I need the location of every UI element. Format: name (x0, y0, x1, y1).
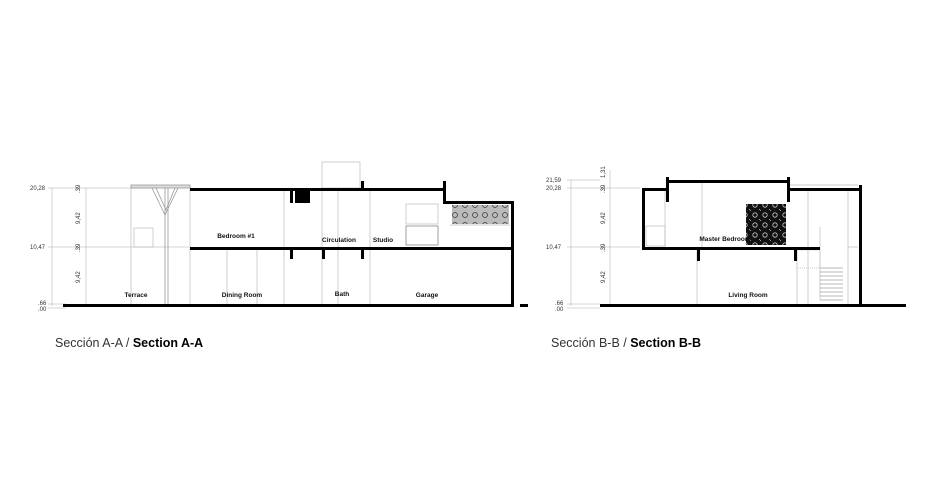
stairs (820, 267, 843, 301)
room-label: Circulation (322, 237, 356, 244)
level-label: .00 (555, 307, 564, 313)
level-label: .66 (38, 301, 47, 307)
room-label: Dining Room (222, 292, 263, 299)
height-label: 9,42 (76, 271, 82, 283)
level-label: 10,47 (546, 245, 562, 251)
pergola (130, 184, 191, 305)
level-label: .66 (555, 301, 564, 307)
height-label: 9,42 (76, 212, 82, 224)
height-label: 9,42 (601, 212, 607, 224)
room-label: Studio (373, 237, 393, 244)
section-b-dimensions (567, 170, 640, 309)
room-label: Terrace (124, 292, 147, 299)
lattice-screen (746, 204, 786, 245)
lattice-screen (452, 205, 509, 224)
caption-spanish: Sección B-B / (551, 336, 631, 350)
section-a-dimensions (48, 187, 190, 309)
room-label: Bedroom #1 (217, 233, 255, 240)
height-label: .39 (76, 243, 82, 252)
section-a: 20,28 10,47 .66 .00 .39 9,42 .39 9,42 (30, 161, 514, 313)
height-label: .39 (601, 243, 607, 252)
section-b: 21,59 20,28 10,47 .66 .00 1,31 .39 9,42 … (520, 166, 906, 313)
height-label: 9,42 (601, 271, 607, 283)
room-label: Master Bedroom (699, 236, 751, 243)
section-a-caption: Sección A-A / Section A-A (55, 336, 203, 350)
level-label: 21,59 (546, 178, 562, 184)
level-label: .00 (38, 307, 47, 313)
height-label: .39 (601, 184, 607, 193)
level-label: 10,47 (30, 245, 46, 251)
caption-spanish: Sección A-A / (55, 336, 133, 350)
level-label: 20,28 (546, 186, 562, 192)
caption-english: Section A-A (132, 336, 204, 350)
height-label: 1,31 (601, 166, 607, 178)
room-label: Bath (335, 291, 349, 298)
level-label: 20,28 (30, 186, 46, 192)
height-label: .39 (76, 184, 82, 193)
room-label: Living Room (728, 292, 768, 299)
caption-english: Section B-B (630, 336, 702, 350)
section-b-caption: Sección B-B / Section B-B (551, 336, 701, 350)
room-label: Garage (416, 292, 439, 299)
section-b-structure (520, 177, 906, 307)
section-a-structure (63, 181, 514, 307)
section-a-thin-lines (130, 161, 510, 305)
